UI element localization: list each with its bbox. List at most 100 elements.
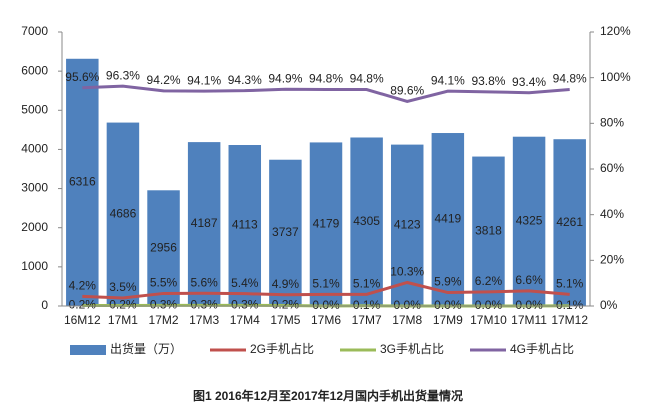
bar xyxy=(350,137,383,306)
point-value-label: 94.2% xyxy=(147,73,181,87)
y2-tick-label: 120% xyxy=(600,24,631,38)
point-value-label: 95.6% xyxy=(65,70,99,84)
y-tick-label: 5000 xyxy=(21,102,48,116)
y-tick-label: 2000 xyxy=(21,220,48,234)
chart-title: 图1 2016年12月至2017年12月国内手机出货量情况 xyxy=(193,388,463,403)
bar xyxy=(187,142,221,306)
point-value-label: 10.3% xyxy=(390,265,424,279)
point-value-label: 0.3% xyxy=(150,297,178,311)
legend-label: 2G手机占比 xyxy=(250,341,314,356)
point-value-label: 0.3% xyxy=(190,297,218,311)
bar-value-label: 4686 xyxy=(110,206,137,220)
bar-value-label: 2956 xyxy=(150,240,177,254)
point-value-label: 89.6% xyxy=(390,84,424,98)
x-tick-label: 17M11 xyxy=(511,313,547,327)
bar xyxy=(390,144,424,306)
x-tick-label: 17M10 xyxy=(470,313,507,327)
point-value-label: 0.0% xyxy=(434,298,462,312)
point-value-label: 0.2% xyxy=(69,298,97,312)
point-value-label: 6.6% xyxy=(515,273,543,287)
point-value-label: 93.8% xyxy=(471,74,505,88)
legend-label: 出货量（万） xyxy=(110,341,182,356)
point-value-label: 5.1% xyxy=(353,277,381,291)
bar-value-label: 4187 xyxy=(191,216,218,230)
y-tick-label: 6000 xyxy=(21,63,48,77)
x-tick-label: 17M6 xyxy=(311,313,341,327)
x-tick-label: 17M2 xyxy=(149,313,179,327)
point-value-label: 4.2% xyxy=(69,279,97,293)
bar xyxy=(431,133,465,306)
x-tick-label: 17M8 xyxy=(392,313,422,327)
point-value-label: 94.8% xyxy=(309,72,343,86)
bar xyxy=(309,142,343,306)
y-tick-label: 4000 xyxy=(21,142,48,156)
point-value-label: 94.3% xyxy=(228,73,262,87)
point-value-label: 0.2% xyxy=(109,298,137,312)
point-value-label: 94.1% xyxy=(187,73,221,87)
point-value-label: 0.0% xyxy=(312,298,340,312)
legend-label: 4G手机占比 xyxy=(510,341,574,356)
bar xyxy=(553,139,586,306)
x-tick-label: 17M5 xyxy=(270,313,300,327)
point-value-label: 6.2% xyxy=(475,274,503,288)
bar-value-label: 4325 xyxy=(516,214,543,228)
bar-value-label: 4261 xyxy=(556,215,583,229)
point-value-label: 0.3% xyxy=(231,297,259,311)
bar-value-label: 4113 xyxy=(232,218,258,232)
point-value-label: 5.4% xyxy=(231,276,259,290)
bar-value-label: 4419 xyxy=(434,212,461,226)
point-value-label: 5.1% xyxy=(556,277,584,291)
point-value-label: 0.1% xyxy=(556,298,584,312)
point-value-label: 94.1% xyxy=(431,73,465,87)
bar xyxy=(106,122,140,306)
bar-value-label: 4179 xyxy=(313,216,340,230)
x-tick-label: 17M4 xyxy=(230,313,260,327)
y2-tick-label: 0% xyxy=(600,298,618,312)
bar xyxy=(512,136,546,306)
bar-value-label: 4123 xyxy=(394,217,421,231)
x-tick-label: 16M12 xyxy=(64,313,101,327)
y2-tick-label: 100% xyxy=(600,70,631,84)
y2-tick-label: 20% xyxy=(600,253,624,267)
point-value-label: 94.8% xyxy=(553,72,587,86)
point-value-label: 0.1% xyxy=(353,298,381,312)
bar xyxy=(472,156,505,306)
legend-label: 3G手机占比 xyxy=(380,341,444,356)
point-value-label: 5.6% xyxy=(190,275,218,289)
line xyxy=(82,280,570,300)
point-value-label: 93.4% xyxy=(512,75,546,89)
bar xyxy=(147,190,180,306)
x-tick-label: 17M3 xyxy=(189,313,219,327)
point-value-label: 3.5% xyxy=(109,280,137,294)
point-value-label: 0.0% xyxy=(394,298,422,312)
y2-tick-label: 60% xyxy=(600,161,624,175)
point-value-label: 4.9% xyxy=(272,277,300,291)
point-value-label: 94.8% xyxy=(350,72,384,86)
point-value-label: 94.9% xyxy=(268,71,302,85)
bar xyxy=(269,159,302,306)
legend-swatch xyxy=(70,345,106,355)
line xyxy=(82,84,570,103)
bar-value-label: 6316 xyxy=(69,175,96,189)
x-tick-label: 17M12 xyxy=(551,313,588,327)
y2-tick-label: 40% xyxy=(600,207,624,221)
bar-value-label: 4305 xyxy=(353,214,380,228)
y2-tick-label: 80% xyxy=(600,116,624,130)
bar-value-label: 3737 xyxy=(272,225,299,239)
x-tick-label: 17M9 xyxy=(433,313,463,327)
point-value-label: 5.1% xyxy=(312,277,340,291)
bar xyxy=(228,145,262,306)
y-tick-label: 3000 xyxy=(21,181,48,195)
point-value-label: 96.3% xyxy=(106,68,140,82)
x-tick-label: 17M7 xyxy=(352,313,382,327)
y-tick-label: 0 xyxy=(41,298,48,312)
point-value-label: 5.5% xyxy=(150,276,178,290)
bar-value-label: 3818 xyxy=(475,223,502,237)
point-value-label: 0.0% xyxy=(475,298,503,312)
x-tick-label: 17M1 xyxy=(108,313,138,327)
point-value-label: 0.0% xyxy=(515,298,543,312)
point-value-label: 0.2% xyxy=(272,298,300,312)
y-tick-label: 7000 xyxy=(21,24,48,38)
y-tick-label: 1000 xyxy=(21,259,48,273)
